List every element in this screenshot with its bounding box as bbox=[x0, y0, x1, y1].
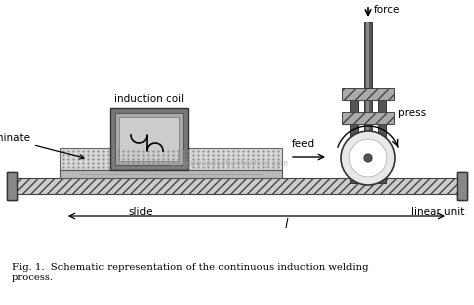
Bar bbox=[110, 108, 188, 170]
Text: Fig. 1.  Schematic representation of the continuous induction welding
process.: Fig. 1. Schematic representation of the … bbox=[12, 263, 368, 282]
Bar bbox=[60, 170, 282, 178]
Text: linear unit: linear unit bbox=[410, 207, 464, 217]
Text: induction coil: induction coil bbox=[114, 94, 184, 104]
Circle shape bbox=[364, 154, 372, 162]
Text: laminate: laminate bbox=[0, 133, 84, 159]
Bar bbox=[364, 88, 372, 183]
Bar bbox=[119, 117, 179, 161]
Bar bbox=[115, 113, 183, 165]
Bar bbox=[7, 172, 17, 200]
Text: l: l bbox=[284, 218, 288, 231]
Text: www.dw-inductionheating.com: www.dw-inductionheating.com bbox=[171, 160, 289, 168]
Circle shape bbox=[341, 131, 395, 185]
Bar bbox=[378, 88, 386, 183]
Bar bbox=[350, 88, 358, 183]
Text: force: force bbox=[374, 5, 401, 15]
Bar bbox=[457, 172, 467, 200]
Bar bbox=[366, 22, 369, 88]
Bar bbox=[366, 88, 369, 183]
Circle shape bbox=[349, 139, 387, 177]
Bar bbox=[60, 148, 282, 170]
Bar bbox=[7, 172, 17, 200]
Bar bbox=[364, 22, 372, 88]
Bar bbox=[342, 112, 394, 124]
Bar bbox=[12, 178, 462, 194]
Text: press: press bbox=[398, 108, 426, 118]
Text: feed: feed bbox=[292, 139, 315, 149]
Bar bbox=[342, 88, 394, 100]
Bar bbox=[457, 172, 467, 200]
Text: slide: slide bbox=[129, 207, 153, 217]
